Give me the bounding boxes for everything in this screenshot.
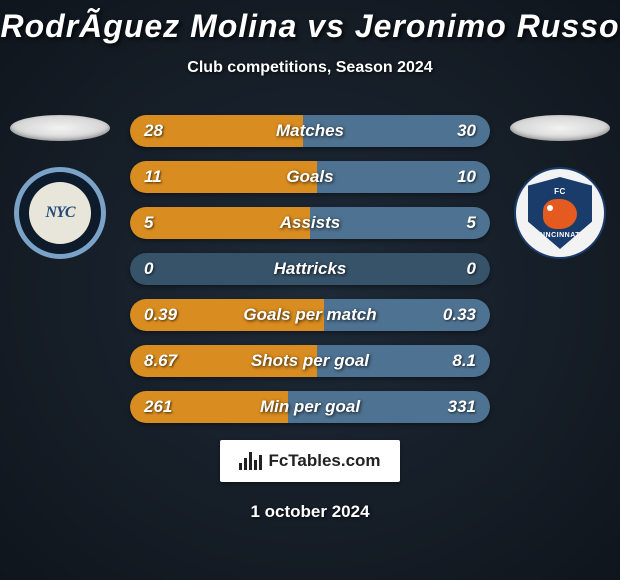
stat-label: Assists — [130, 213, 490, 233]
player-left: NYC — [0, 115, 120, 259]
stat-label: Goals per match — [130, 305, 490, 325]
stat-row: 261331Min per goal — [130, 391, 490, 423]
comparison-area: NYC FC CINCINNATI 2830Matches 1110Goals 55… — [0, 115, 620, 415]
stat-row: 0.390.33Goals per match — [130, 299, 490, 331]
stats-column: 2830Matches 1110Goals 55Assists 00Hattricks… — [130, 115, 490, 437]
badge-right-bottom-text: CINCINNATI — [538, 232, 583, 239]
club-badge-right: FC CINCINNATI — [514, 167, 606, 259]
footer-date: 1 october 2024 — [0, 502, 620, 522]
stat-row: 00Hattricks — [130, 253, 490, 285]
stat-label: Goals — [130, 167, 490, 187]
stat-row: 55Assists — [130, 207, 490, 239]
brand-logo: FcTables.com — [220, 440, 400, 482]
stat-label: Hattricks — [130, 259, 490, 279]
stat-label: Matches — [130, 121, 490, 141]
bars-icon — [239, 452, 262, 470]
page-title: RodrÃ­guez Molina vs Jeronimo Russo — [0, 0, 620, 45]
stat-label: Shots per goal — [130, 351, 490, 371]
stat-row: 8.678.1Shots per goal — [130, 345, 490, 377]
brand-text: FcTables.com — [268, 451, 380, 471]
player-right-photo — [510, 115, 610, 141]
stat-label: Min per goal — [130, 397, 490, 417]
badge-right-lion-icon — [543, 199, 577, 229]
badge-right-top-text: FC — [554, 187, 566, 196]
stat-row: 2830Matches — [130, 115, 490, 147]
player-left-photo — [10, 115, 110, 141]
stat-row: 1110Goals — [130, 161, 490, 193]
club-badge-left: NYC — [14, 167, 106, 259]
player-right: FC CINCINNATI — [500, 115, 620, 259]
page-subtitle: Club competitions, Season 2024 — [0, 59, 620, 77]
badge-left-monogram: NYC — [46, 204, 75, 222]
